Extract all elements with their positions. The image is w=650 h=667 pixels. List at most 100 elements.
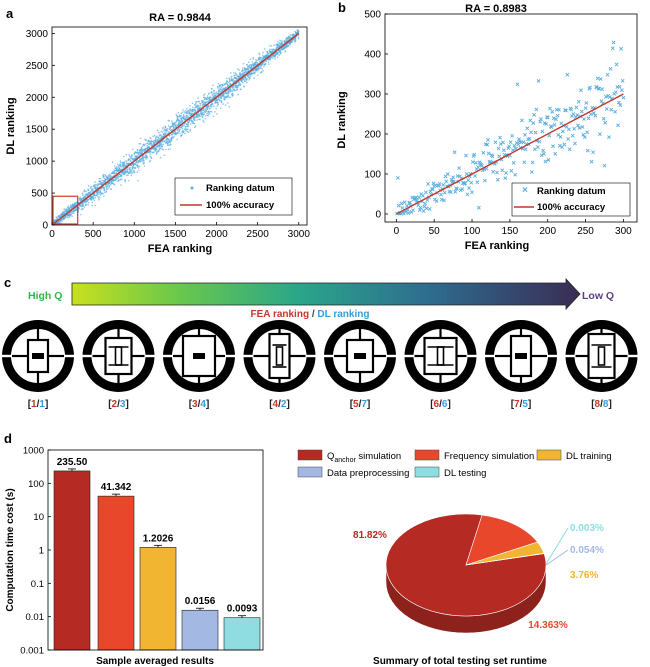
scatter-point: [466, 178, 471, 183]
scatter-point: [97, 183, 99, 185]
scatter-point: [593, 113, 598, 118]
scatter-point: [530, 160, 535, 165]
scatter-point: [93, 199, 96, 202]
scatter-point: [601, 116, 606, 121]
scatter-point: [215, 92, 218, 95]
scatter-point: [124, 169, 127, 172]
scatter-point: [523, 132, 527, 137]
scatter-point: [138, 165, 141, 168]
scatter-point: [591, 150, 596, 155]
scatter-point: [149, 150, 152, 153]
scatter-point: [249, 77, 251, 80]
scatter-point: [603, 120, 608, 125]
scatter-point: [598, 77, 603, 81]
scatter-point: [236, 88, 239, 91]
scatter-point: [216, 85, 219, 88]
tether: [627, 354, 638, 358]
scatter-point: [437, 182, 442, 186]
scatter-point: [98, 177, 101, 180]
scatter-point: [149, 153, 152, 155]
scatter-point: [619, 46, 624, 51]
scatter-point: [617, 84, 622, 89]
scatter-point: [103, 186, 106, 189]
panel-b-legend-datum: Ranking datum: [537, 186, 606, 197]
scatter-point: [154, 136, 157, 138]
pie-leader-line: [545, 527, 569, 565]
scatter-point: [182, 113, 185, 116]
bar: [223, 617, 261, 651]
scatter-point: [71, 212, 74, 215]
scatter-point: [570, 133, 575, 138]
scatter-point: [618, 103, 623, 108]
scatter-point: [79, 205, 81, 208]
scatter-point: [133, 169, 135, 172]
scatter-point: [113, 165, 116, 167]
scatter-point: [620, 78, 625, 83]
scatter-point: [108, 186, 110, 189]
panel-d-pie-chart: 81.82% 14.363% 3.76% 0.054% 0.003%: [353, 513, 604, 634]
scatter-point: [186, 110, 188, 113]
scatter-point: [116, 165, 118, 168]
y-tick-label: 1000: [26, 157, 49, 168]
scatter-point: [175, 121, 177, 124]
scatter-point: [97, 197, 100, 199]
scatter-point: [125, 161, 128, 163]
scatter-point: [268, 63, 270, 65]
scatter-point: [252, 56, 255, 59]
scatter-point: [144, 143, 146, 145]
panel-a-zoom-box: [52, 195, 79, 225]
scatter-point: [586, 116, 591, 121]
panel-c: c High Q Low Q FEA ranking / DL ranking …: [2, 275, 638, 410]
y-tick-label: 1000: [23, 446, 44, 457]
legend-swatch: [297, 466, 323, 478]
scatter-point: [234, 89, 237, 92]
scatter-point: [513, 172, 518, 177]
scatter-point: [268, 53, 270, 55]
scatter-point: [396, 203, 401, 208]
bar-value-label: 1.2026: [143, 533, 174, 544]
scatter-point: [97, 195, 99, 198]
scatter-point: [430, 187, 435, 192]
scatter-point: [228, 77, 230, 80]
scatter-point: [82, 204, 85, 207]
design-rank-label: [4/2]: [269, 399, 290, 410]
scatter-point: [442, 198, 446, 203]
design-7: [7/5]: [485, 320, 557, 410]
scatter-point: [569, 107, 574, 112]
scatter-point: [87, 203, 89, 206]
scatter-point: [119, 163, 121, 166]
scatter-point: [395, 175, 400, 180]
scatter-point: [414, 195, 418, 200]
x-tick-label: 200: [539, 226, 556, 237]
x-tick-label: 250: [577, 226, 594, 237]
scatter-point: [205, 108, 207, 110]
scatter-point: [187, 115, 189, 117]
scatter-point: [269, 58, 272, 61]
scatter-point: [103, 191, 106, 194]
scatter-point: [204, 96, 207, 99]
scatter-point: [576, 99, 581, 104]
scatter-point: [246, 63, 248, 66]
scatter-point: [490, 154, 495, 159]
pie-leader-line: [545, 549, 569, 566]
scatter-point: [219, 107, 222, 109]
scatter-point: [205, 110, 208, 112]
scatter-point: [555, 113, 560, 118]
scatter-point: [291, 39, 293, 42]
panel-a-xlabel: FEA ranking: [148, 243, 212, 255]
scatter-point: [243, 85, 246, 88]
scatter-point: [131, 148, 134, 151]
bar-value-label: 0.0093: [227, 604, 258, 615]
scatter-point: [168, 144, 171, 147]
scatter-point: [100, 181, 103, 184]
scatter-point: [207, 98, 209, 101]
scatter-point: [143, 145, 146, 147]
scatter-point: [252, 58, 254, 60]
scatter-point: [119, 160, 122, 162]
scatter-point: [68, 216, 71, 218]
tether: [82, 354, 93, 358]
scatter-point: [131, 172, 134, 174]
scatter-point: [90, 186, 92, 189]
scatter-point: [180, 112, 183, 115]
scatter-point: [194, 119, 196, 122]
